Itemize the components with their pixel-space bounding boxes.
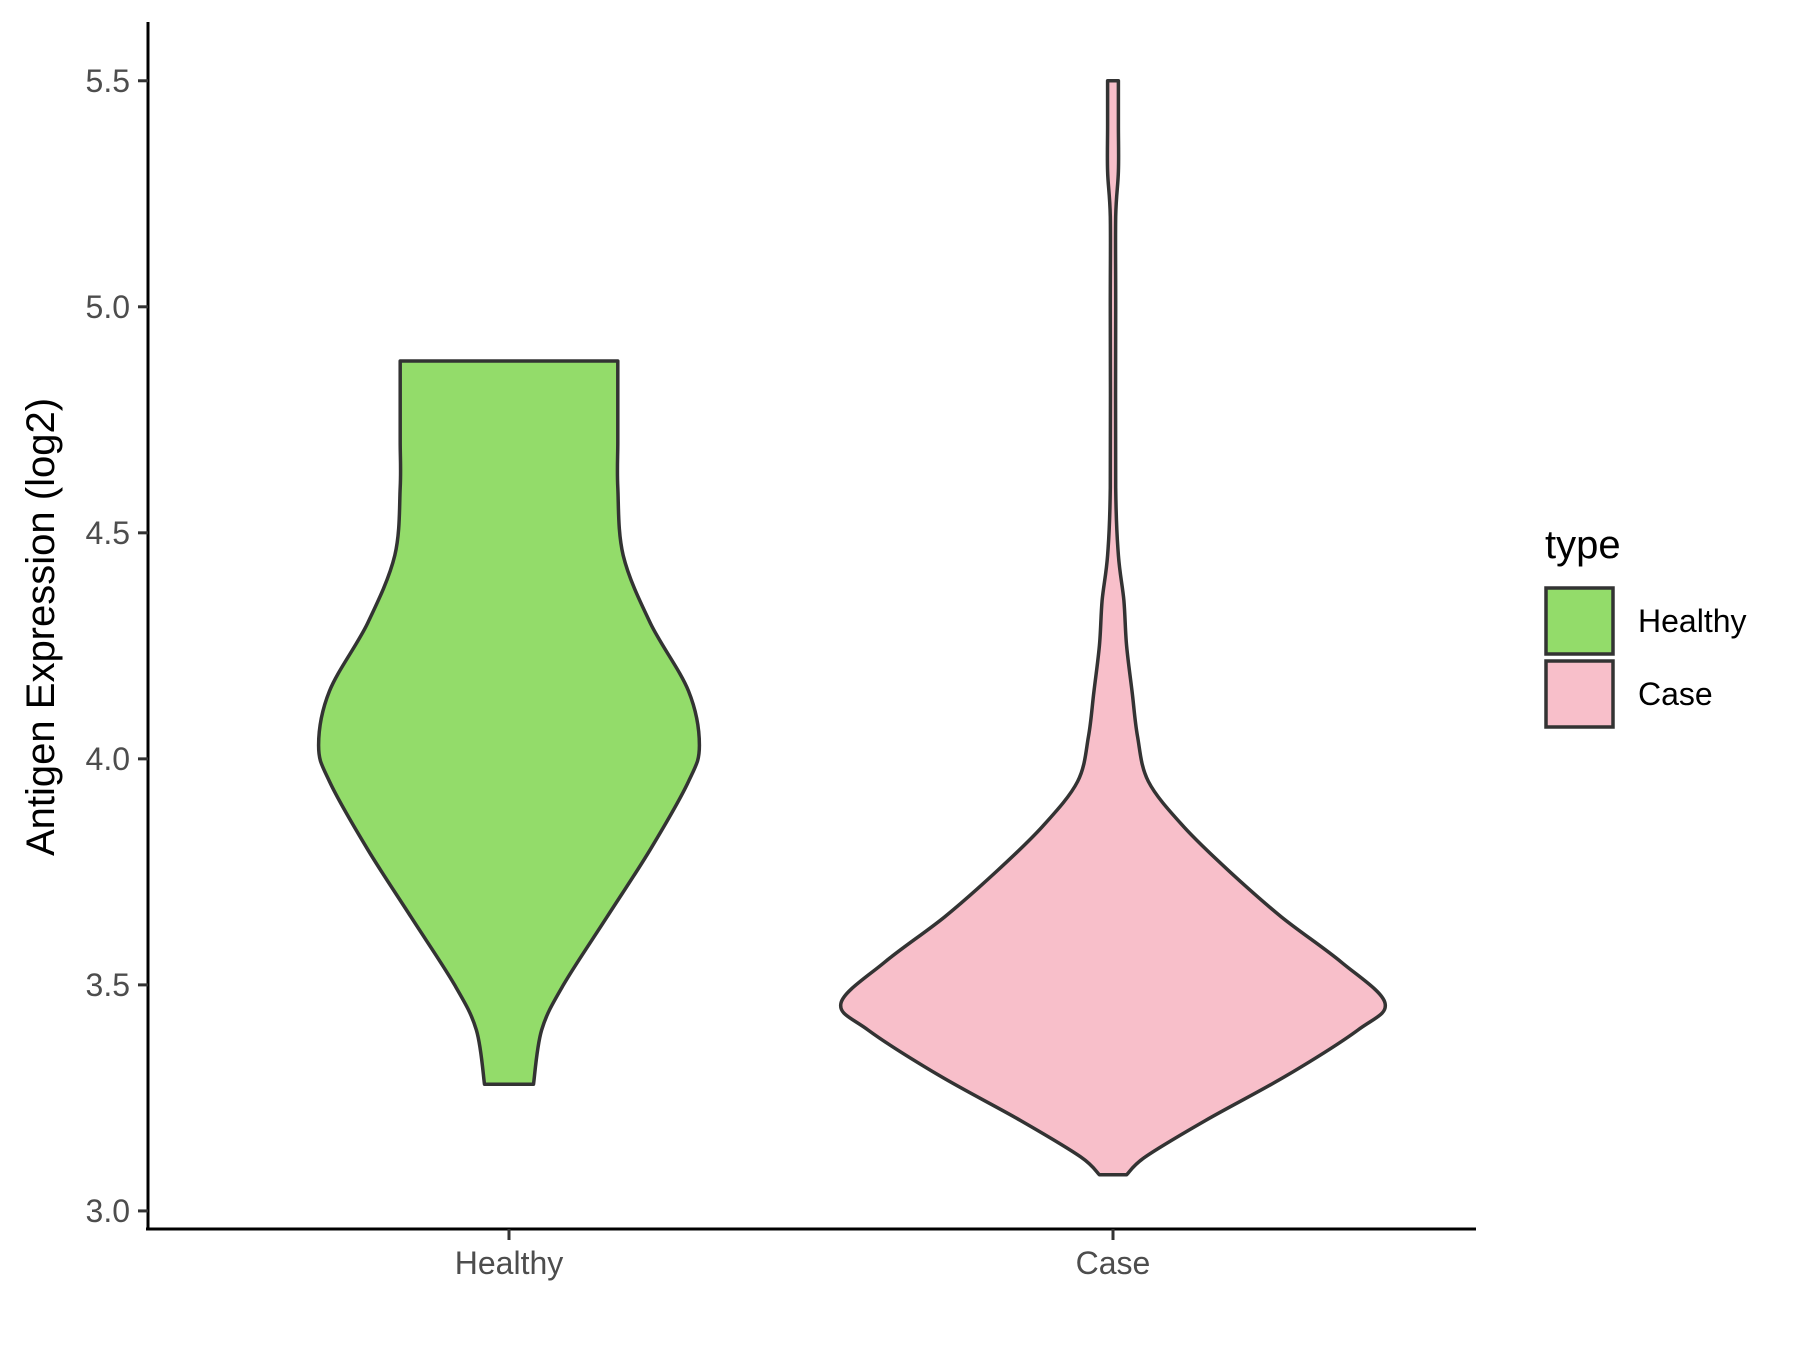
legend-items: Healthy Case [1544, 586, 1747, 729]
axes-layer [146, 22, 1476, 1231]
y-tick-label: 5.5 [86, 63, 130, 99]
y-ticks: 3.0 3.5 4.0 4.5 5.0 5.5 [86, 63, 148, 1229]
x-tick-label-healthy: Healthy [455, 1245, 564, 1281]
y-tick-label: 4.5 [86, 515, 130, 551]
y-tick-label: 3.0 [86, 1193, 130, 1229]
violin-case [838, 79, 1388, 1177]
legend-key-healthy [1544, 586, 1615, 656]
violin-healthy [316, 359, 702, 1087]
legend: type Healthy Case [1544, 523, 1747, 729]
legend-label-healthy: Healthy [1638, 603, 1747, 639]
y-tick-label: 5.0 [86, 289, 130, 325]
y-axis-title: Antigen Expression (log2) [19, 398, 63, 856]
legend-key-case [1544, 659, 1615, 729]
x-tick-label-case: Case [1076, 1245, 1151, 1281]
violins-layer [316, 79, 1388, 1177]
legend-title: type [1545, 523, 1621, 567]
legend-label-case: Case [1638, 676, 1713, 712]
y-tick-label: 3.5 [86, 967, 130, 1003]
y-tick-label: 4.0 [86, 741, 130, 777]
x-ticks: Healthy Case [455, 1229, 1151, 1281]
